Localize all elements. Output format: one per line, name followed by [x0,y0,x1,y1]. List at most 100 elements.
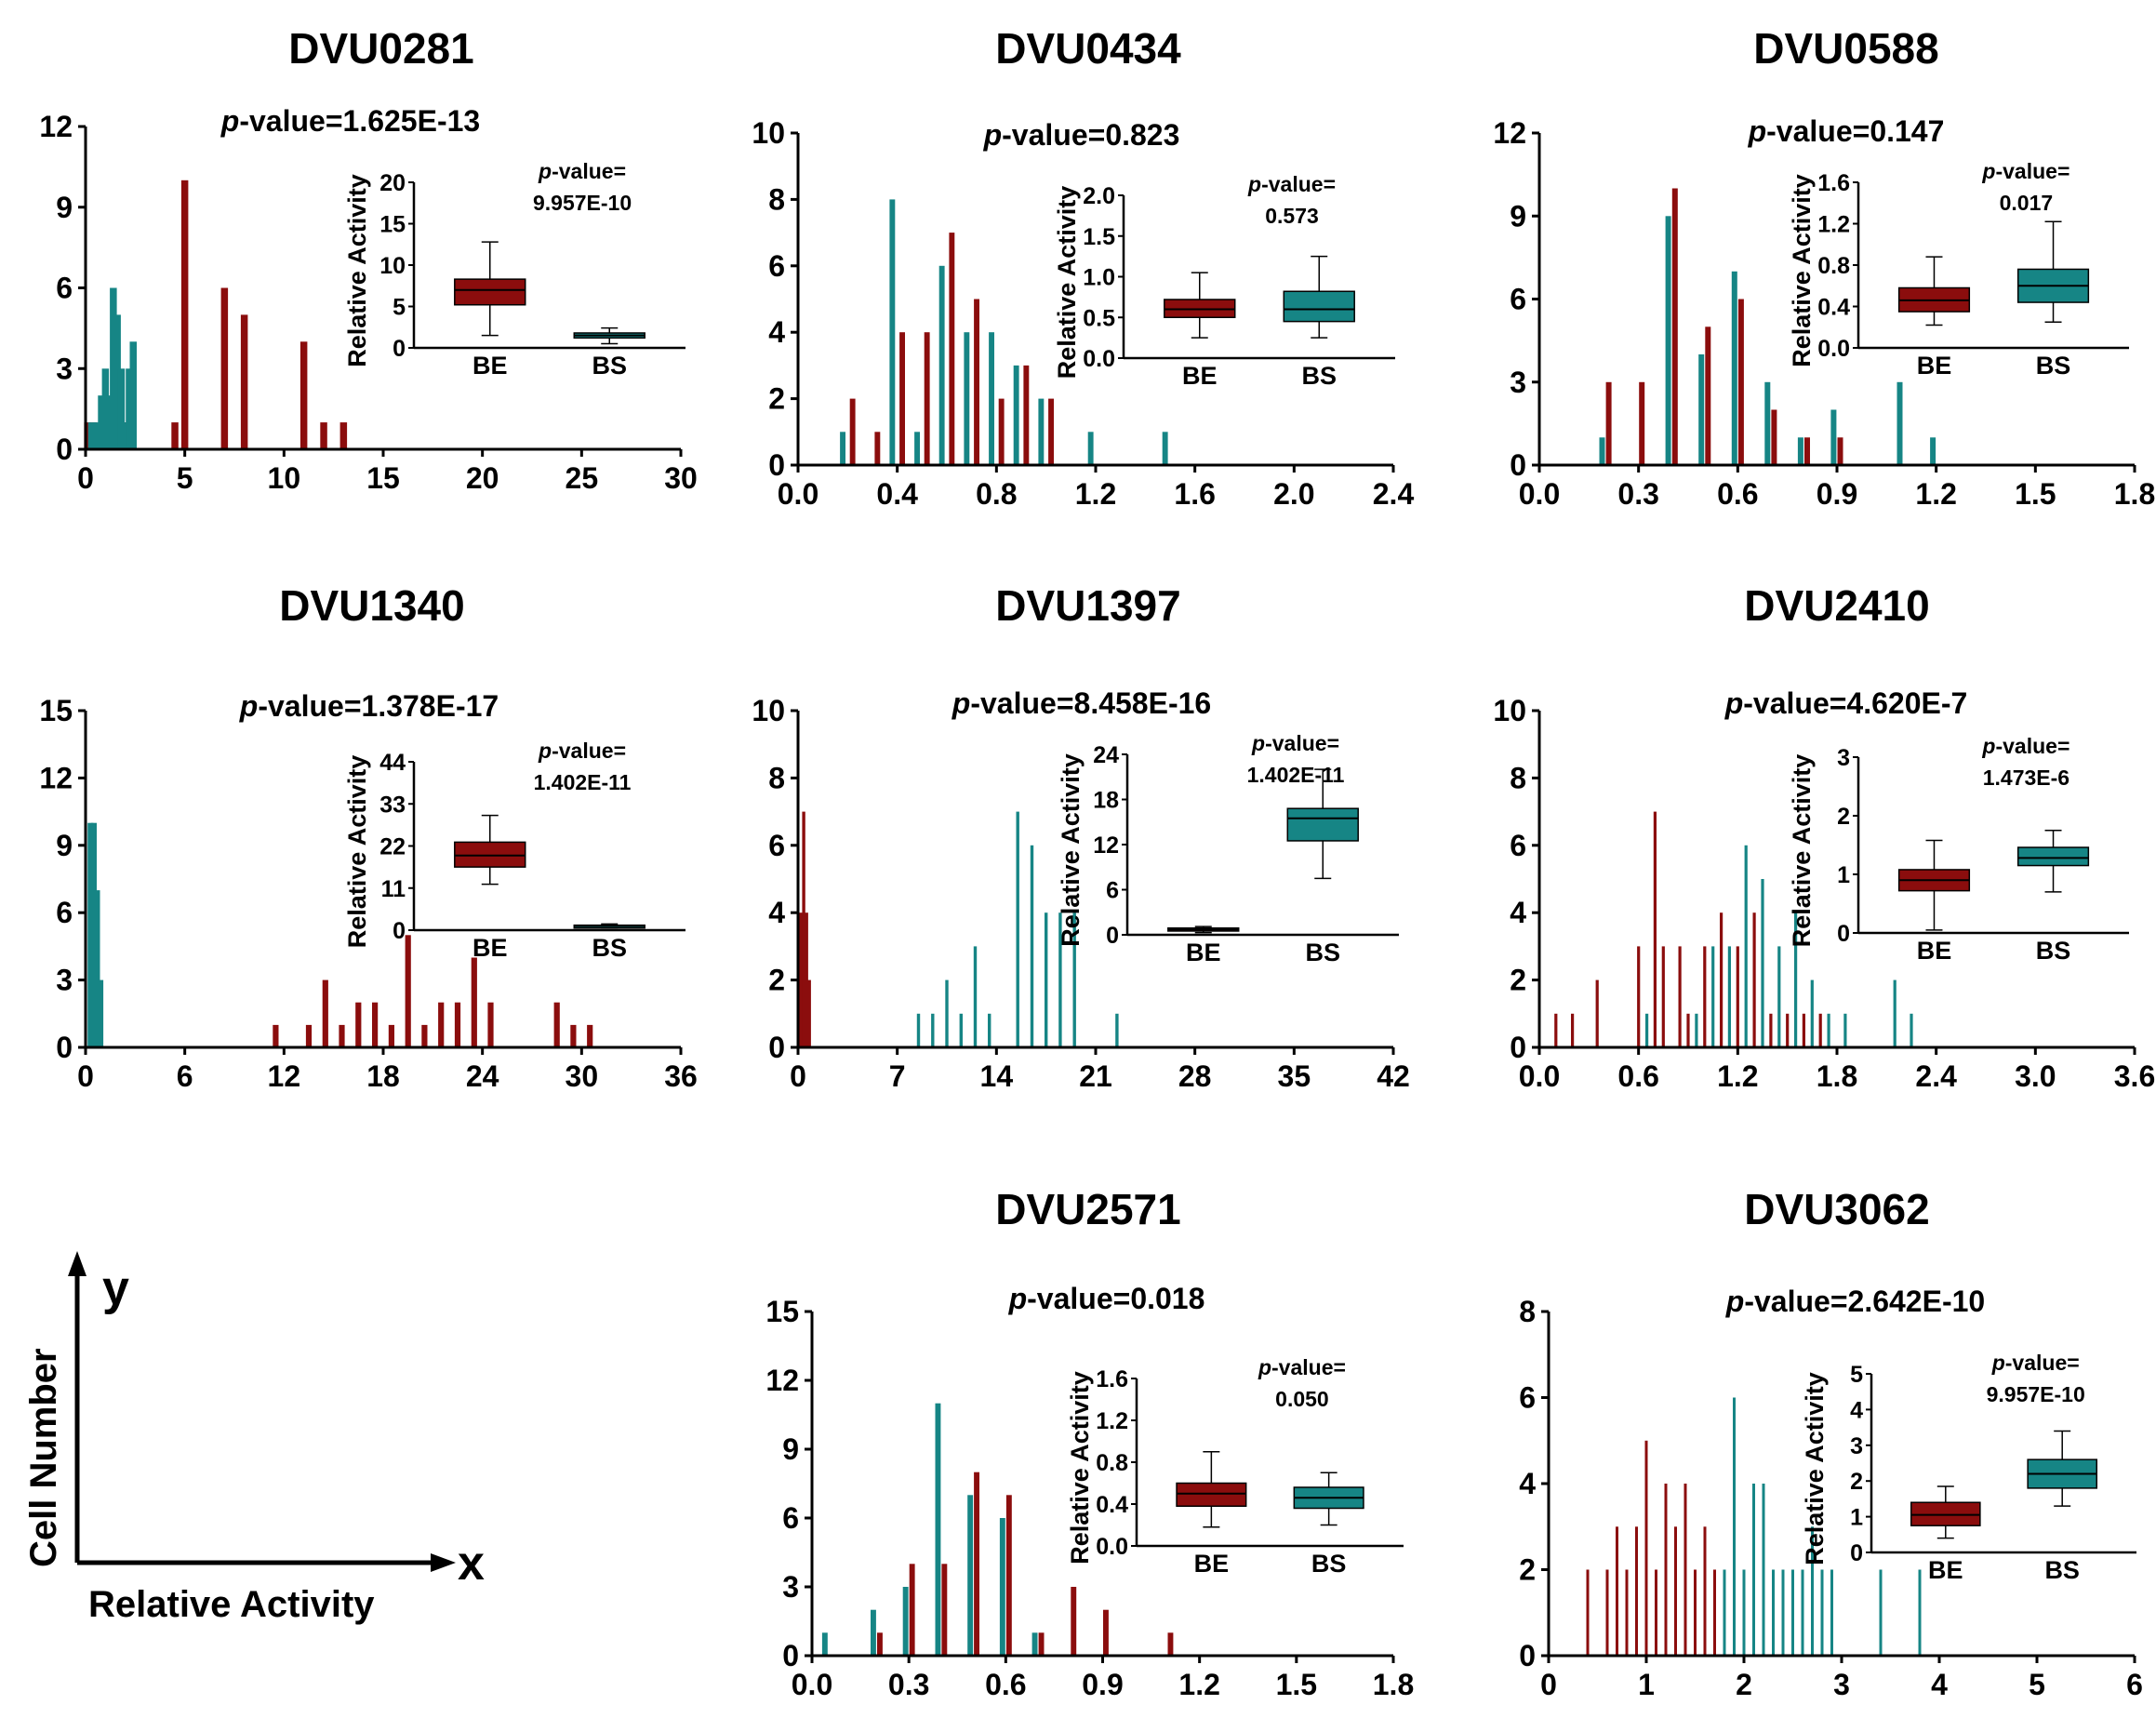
x-tick-label: 0 [77,461,94,495]
inset-y-tick-label: 1.5 [1083,224,1115,250]
panel-title: DVU2571 [995,1185,1180,1233]
x-tick-label: 1.8 [1817,1059,1857,1093]
inset-category-label: BE [1182,362,1218,390]
inset-y-label: Relative Activity [1053,186,1081,380]
bar-bs [1761,879,1764,1047]
panel-title: DVU3062 [1744,1185,1929,1233]
bar-bs [989,332,994,465]
y-tick-label: 6 [56,272,73,305]
inset-y-tick-label: 6 [1106,878,1119,904]
box-bs [573,326,645,345]
x-tick-label: 28 [1178,1059,1212,1093]
inset-category-label: BE [472,352,508,380]
panel-dvu2571: DVU2571 p-value=0.018 0.0 0.3 0.6 0.9 1.2 1.5 1.… [765,1185,1414,1701]
x-tick-label: 0.0 [792,1668,832,1701]
bar-bs [1115,1013,1119,1047]
bar-bs [959,1013,963,1047]
bar-bs [938,265,945,465]
inset-pvalue-label: p-value= [538,739,626,763]
bar-bs [1811,1526,1814,1657]
box-be [1167,926,1240,934]
inset-boxplot: 0 5 10 15 20 Relative Activity BE BS p-value= 9.9… [343,159,685,380]
x-tick-label: 42 [1377,1059,1410,1093]
bar-bs [110,287,117,449]
bar-be [1694,1569,1697,1656]
bar-be [941,1564,948,1656]
inset-y-tick-label: 0.0 [1096,1534,1128,1560]
box-be [1176,1451,1247,1528]
inset-category-label: BE [472,934,508,962]
box-be [1164,272,1236,339]
bar-be [1737,299,1744,465]
inset-y-tick-label: 2 [1837,804,1850,830]
x-tick-label: 6 [177,1059,193,1093]
bar-bs [1781,1569,1785,1656]
bar-be [805,912,808,1047]
bar-bs [1087,432,1094,465]
bar-be [949,233,955,465]
bar-bs [1810,979,1814,1047]
inset-pvalue: 0.050 [1275,1387,1329,1411]
x-tick-label: 35 [1278,1059,1311,1093]
y-tick-label: 12 [1493,116,1526,150]
legend-y-var: y [102,1261,129,1315]
bar-be [405,935,411,1047]
box-iqr [1176,1482,1247,1507]
inset-pvalue: 9.957E-10 [1987,1382,2085,1406]
inset-y-tick-label: 12 [1093,832,1119,859]
bar-be [1616,1526,1618,1657]
bar-bs [97,979,104,1047]
x-tick-label: 1 [1638,1668,1655,1701]
bar-be [339,422,348,449]
y-tick-label: 9 [56,191,73,224]
inset-y-label: Relative Activity [1066,1371,1094,1565]
bar-bs [129,341,137,449]
y-tick-label: 4 [1510,896,1526,929]
x-tick-label: 2 [1736,1668,1752,1701]
bar-be [909,1564,915,1656]
bar-be [1005,1495,1012,1656]
bar-be [388,1024,394,1047]
bar-bs [1045,912,1048,1047]
y-tick-label: 8 [1519,1295,1536,1328]
inset-y-tick-label: 10 [379,253,406,279]
bar-be [1802,1013,1805,1047]
x-tick-label: 0 [77,1059,94,1093]
x-tick-label: 0.3 [1617,477,1658,511]
inset-y-tick-label: 4 [1850,1397,1863,1423]
inset-pvalue-label: p-value= [1981,734,2069,758]
bar-be [240,314,248,449]
bar-be [1639,381,1645,466]
bar-bs [821,1632,828,1656]
axis-legend: y x Cell Number Relative Activity [23,1251,485,1625]
bar-be [299,341,308,449]
x-tick-label: 3.0 [2015,1059,2056,1093]
bar-be [1635,1526,1638,1657]
bar-be [1671,188,1678,465]
bar-be [874,432,881,465]
bar-be [974,1472,979,1656]
box-iqr [2016,846,2090,867]
y-tick-label: 0 [1519,1639,1536,1672]
inset-category-label: BS [1311,1550,1347,1578]
legend-x-var: x [458,1537,485,1591]
inset-category-label: BE [1917,352,1952,380]
inset-y-tick-label: 1.0 [1083,265,1115,291]
bar-bs [1752,1484,1755,1656]
inset-category-label: BE [1917,937,1952,965]
x-tick-label: 0.0 [1519,477,1560,511]
y-tick-label: 0 [1510,1031,1526,1064]
inset-category-label: BS [1305,939,1340,966]
bar-be [1595,979,1599,1047]
panel-pvalue: p-value=1.625E-13 [220,104,480,138]
inset-y-tick-label: 24 [1093,742,1119,768]
bar-be [171,422,179,449]
inset-y-label: Relative Activity [1801,1372,1829,1565]
inset-y-label: Relative Activity [1788,754,1816,948]
bar-be [1571,1013,1575,1047]
y-tick-label: 0 [1510,448,1526,482]
y-tick-label: 2 [768,964,785,997]
bar-bs [87,822,94,1047]
